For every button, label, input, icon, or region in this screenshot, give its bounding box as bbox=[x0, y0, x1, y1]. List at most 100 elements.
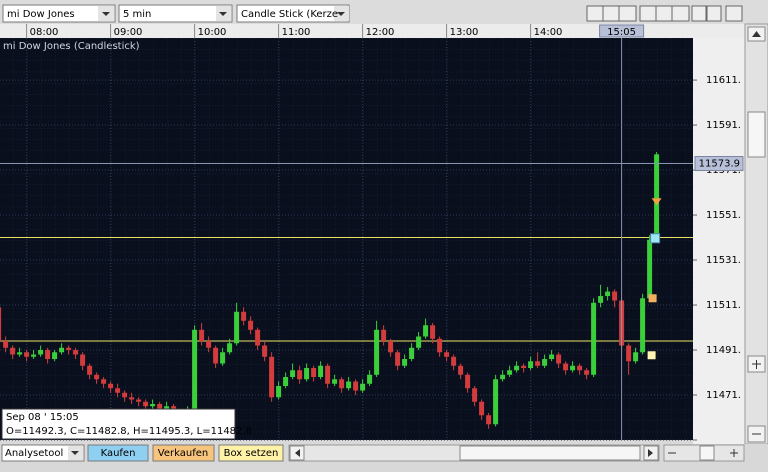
candle-body bbox=[388, 341, 394, 353]
candle-body bbox=[563, 363, 569, 371]
y-tick-label: 11611. bbox=[706, 75, 741, 86]
candle-body bbox=[556, 354, 562, 364]
candle-body bbox=[115, 388, 121, 393]
candle-body bbox=[605, 291, 611, 297]
plot bbox=[0, 38, 693, 441]
candle-body bbox=[304, 368, 310, 380]
zoom-bar[interactable] bbox=[663, 444, 745, 462]
candle-body bbox=[528, 361, 534, 369]
candle-body bbox=[17, 352, 23, 355]
candle-body bbox=[633, 352, 639, 362]
candle-body bbox=[262, 345, 268, 357]
trade-marker bbox=[651, 198, 662, 206]
candle-body bbox=[24, 352, 30, 357]
candle-body bbox=[479, 401, 485, 416]
candle-body bbox=[549, 354, 555, 360]
candle-body bbox=[220, 352, 226, 364]
y-tick-label: 11531. bbox=[706, 255, 741, 266]
candle-body bbox=[521, 365, 527, 369]
candle-body bbox=[157, 404, 163, 409]
candle-body bbox=[66, 347, 72, 351]
candle-body bbox=[430, 325, 436, 339]
candle-body bbox=[255, 329, 261, 346]
candle-body bbox=[451, 356, 457, 366]
candle-body bbox=[591, 302, 597, 375]
candle-body bbox=[626, 345, 632, 362]
candle-body bbox=[318, 365, 324, 378]
candle-body bbox=[465, 374, 471, 389]
candle-body bbox=[213, 347, 219, 364]
style-select[interactable]: Candle Stick (Kerze bbox=[236, 4, 350, 23]
sell-button[interactable]: Verkaufen bbox=[152, 444, 215, 462]
candle-body bbox=[486, 415, 492, 425]
buy-button[interactable]: Kaufen bbox=[87, 444, 149, 462]
candle-body bbox=[45, 350, 51, 360]
candle-body bbox=[87, 365, 93, 375]
y-tick-label: 11591. bbox=[706, 120, 741, 131]
candle-body bbox=[493, 379, 499, 425]
candle-body bbox=[73, 350, 79, 355]
y-tick-label: 11491. bbox=[706, 345, 741, 356]
candle-body bbox=[59, 347, 65, 353]
x-tick-label: 12:00 bbox=[366, 27, 395, 38]
price-axis bbox=[693, 38, 745, 444]
candle-body bbox=[353, 381, 359, 391]
candle-body bbox=[381, 329, 387, 342]
candle-body bbox=[332, 379, 338, 384]
candle-body bbox=[0, 307, 2, 342]
candle-body bbox=[80, 354, 86, 366]
candle-body bbox=[52, 352, 58, 360]
candle-body bbox=[500, 374, 506, 380]
candle-body bbox=[38, 350, 44, 355]
cursor-x-box bbox=[599, 24, 645, 38]
candle-body bbox=[129, 397, 135, 400]
candle-body bbox=[192, 329, 198, 411]
x-tick-label: 11:00 bbox=[282, 27, 311, 38]
info-line: Sep 08 ' 15:05 bbox=[6, 412, 79, 423]
info-line: O=11492.3, C=11482.8, H=11495.3, L=11482… bbox=[6, 426, 252, 437]
box-button[interactable]: Box setzen bbox=[218, 444, 284, 462]
candle-body bbox=[199, 329, 205, 342]
instrument: mi Dow Jones bbox=[7, 9, 75, 20]
candle-body bbox=[227, 343, 233, 353]
toolbar-icons[interactable] bbox=[586, 5, 743, 22]
analysis-select[interactable]: Analysetool bbox=[1, 444, 85, 462]
candle-body bbox=[395, 352, 401, 366]
buy-label: Kaufen bbox=[101, 448, 136, 459]
candle-body bbox=[311, 368, 317, 378]
candle-body bbox=[514, 365, 520, 371]
horizontal-scrollbar[interactable] bbox=[288, 444, 660, 462]
candle-body bbox=[164, 406, 170, 409]
x-tick-label: 14:00 bbox=[534, 27, 563, 38]
cursor-y-box bbox=[694, 156, 744, 172]
candle-body bbox=[31, 354, 37, 357]
candle-body bbox=[108, 383, 114, 389]
instrument-select[interactable]: mi Dow Jones bbox=[2, 4, 116, 23]
vertical-scrollbar[interactable] bbox=[744, 23, 768, 445]
chart-title: mi Dow Jones (Candlestick) bbox=[3, 41, 140, 52]
interval: 5 min bbox=[123, 9, 151, 20]
analysis-tool: Analysetool bbox=[5, 448, 63, 459]
trade-marker bbox=[648, 294, 657, 303]
interval-select[interactable]: 5 min bbox=[118, 4, 233, 23]
candle-body bbox=[612, 291, 618, 301]
candle-body bbox=[346, 381, 352, 389]
candle-body bbox=[136, 399, 142, 402]
candle-body bbox=[276, 386, 282, 398]
candle-body bbox=[584, 370, 590, 375]
candle-body bbox=[297, 370, 303, 380]
trade-marker bbox=[647, 351, 656, 360]
candle-body bbox=[535, 361, 541, 366]
candle-body bbox=[122, 392, 128, 398]
candle-body bbox=[3, 341, 9, 348]
candle-body bbox=[598, 296, 604, 303]
time-axis bbox=[0, 24, 745, 38]
chart-style: Candle Stick (Kerze bbox=[241, 9, 338, 20]
candle-body bbox=[654, 154, 660, 240]
box-label: Box setzen bbox=[224, 448, 279, 459]
candle-body bbox=[542, 359, 548, 366]
candle-body bbox=[10, 347, 16, 355]
x-tick-label: 09:00 bbox=[114, 27, 143, 38]
candle-body bbox=[367, 374, 373, 384]
candle-body bbox=[234, 311, 240, 344]
